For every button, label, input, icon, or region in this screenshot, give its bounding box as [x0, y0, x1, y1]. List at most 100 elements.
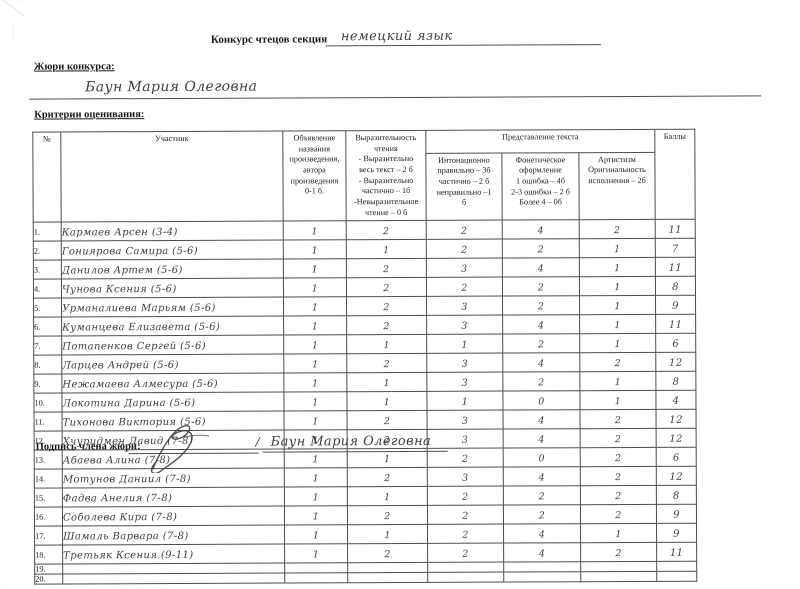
- signature-name-handwritten: Баун Мария Олеговна: [270, 433, 432, 450]
- artistry-score-cell: 2: [580, 504, 657, 524]
- total-points-cell: 4: [655, 390, 697, 410]
- total-points-cell: 11: [655, 257, 696, 277]
- expressiveness-score: 2: [383, 264, 390, 276]
- expressiveness-score-cell: 1: [346, 391, 428, 411]
- phonetics-score: 4: [538, 358, 545, 370]
- artistry-score-cell: 2: [580, 485, 657, 505]
- col-header-points: Баллы: [654, 129, 696, 220]
- total-points-cell: 9: [655, 295, 696, 315]
- phonetics-score: 2: [537, 282, 545, 294]
- row-number: 15.: [34, 488, 63, 508]
- artistry-score: 1: [614, 301, 621, 313]
- phonetics-score: 0: [538, 396, 545, 408]
- phonetics-score-cell: 2: [502, 333, 580, 354]
- phonetics-score-cell: 4: [503, 466, 581, 487]
- intonation-score: 3: [461, 434, 469, 446]
- announcement-score: 1: [311, 283, 319, 295]
- expressiveness-score-cell: [347, 562, 428, 573]
- total-points: 9: [673, 529, 680, 541]
- phonetics-score-cell: 4: [502, 257, 580, 278]
- phonetics-score: 4: [538, 415, 545, 427]
- signature: [150, 424, 210, 474]
- announcement-score: 1: [312, 454, 319, 466]
- total-points-cell: 9: [656, 504, 697, 524]
- participant-name-handwritten: Соболева Кира (7-8): [62, 512, 178, 524]
- artistry-score: 1: [614, 377, 622, 389]
- artistry-score: 1: [614, 282, 621, 294]
- jury-handwritten-value: Баун Мария Олеговна: [85, 78, 258, 96]
- participant-name-handwritten: Локотина Дарина (5-6): [62, 398, 196, 410]
- total-points-cell: 8: [655, 371, 696, 391]
- expressiveness-score-cell: 2: [347, 467, 428, 487]
- announcement-score: 1: [312, 492, 320, 504]
- participant-name-handwritten: Нежамаева Алмесура (5-6): [62, 379, 219, 391]
- announcement-score: 1: [311, 302, 319, 314]
- expressiveness-score: 1: [384, 530, 391, 542]
- participant-name-cell: Чунова Ксения (5-6): [61, 278, 284, 299]
- announcement-score-cell: [284, 572, 348, 584]
- phonetics-score-cell: 4: [502, 219, 580, 240]
- expressiveness-score-cell: 1: [347, 486, 428, 506]
- artistry-score: 1: [614, 320, 621, 332]
- artistry-score-cell: [580, 571, 657, 582]
- total-points: 12: [669, 358, 683, 370]
- col-header-announcement: Объявление названия произведения, автора…: [282, 130, 347, 222]
- row-number: 8.: [33, 355, 62, 375]
- intonation-score-cell: 3: [426, 372, 503, 392]
- intonation-score: 2: [461, 244, 468, 256]
- expressiveness-score: 1: [384, 492, 391, 504]
- participant-name-handwritten: Третьяк Ксения (9-11): [63, 550, 194, 562]
- artistry-score: 2: [615, 510, 622, 522]
- phonetics-score-cell: 4: [503, 428, 581, 449]
- announcement-score: 1: [311, 245, 319, 257]
- jury-label: Жюри конкурса:: [33, 61, 115, 73]
- artistry-score-cell: 1: [579, 390, 657, 410]
- artistry-score: 2: [613, 225, 621, 237]
- intonation-score-cell: 2: [426, 220, 503, 240]
- phonetics-score-cell: [503, 561, 581, 573]
- intonation-score-cell: 3: [427, 410, 504, 430]
- participant-name-cell: Гониярова Самира (5-6): [61, 240, 284, 261]
- announcement-score: 1: [311, 226, 318, 238]
- expressiveness-score-cell: 2: [347, 543, 428, 563]
- phonetics-score: 4: [537, 320, 545, 332]
- phonetics-score-cell: 2: [502, 295, 580, 316]
- total-points-cell: 12: [656, 466, 697, 486]
- announcement-score-cell: 1: [283, 353, 347, 374]
- expressiveness-score: 1: [383, 397, 391, 409]
- total-points-cell: 8: [656, 485, 697, 505]
- signature-slash: /: [255, 434, 261, 449]
- total-points: 6: [672, 453, 680, 465]
- phonetics-score: 4: [538, 529, 546, 541]
- artistry-score-cell: 1: [580, 523, 657, 543]
- participant-name-cell: Кармаев Арсен (3-4): [61, 221, 284, 242]
- page-title: Конкурс чтецов секция: [210, 33, 328, 46]
- phonetics-score-cell: 2: [502, 371, 580, 392]
- announcement-score-cell: 1: [283, 391, 348, 412]
- participant-name-handwritten: Мотунов Даниил (7-8): [62, 474, 192, 486]
- total-points-cell: [656, 571, 697, 582]
- intonation-score: 2: [462, 510, 469, 522]
- announcement-score-cell: 1: [283, 258, 347, 279]
- expressiveness-score: 2: [384, 511, 391, 523]
- total-points: 9: [672, 301, 679, 313]
- phonetics-score-cell: 2: [502, 276, 580, 297]
- total-points: 11: [669, 548, 684, 560]
- intonation-score: 2: [462, 548, 469, 560]
- total-points-cell: 11: [656, 542, 697, 562]
- intonation-score-cell: 2: [427, 486, 504, 506]
- criteria-label: Критерии оценивания:: [34, 109, 145, 121]
- artistry-score-cell: 2: [579, 352, 656, 372]
- expressiveness-score: 2: [383, 321, 390, 333]
- announcement-score: 1: [312, 378, 319, 390]
- phonetics-score: 4: [537, 263, 545, 275]
- total-points-cell: 6: [655, 333, 696, 353]
- phonetics-score-cell: 4: [502, 314, 580, 335]
- intonation-score: 3: [461, 301, 468, 313]
- total-points: 9: [673, 510, 680, 522]
- artistry-score-cell: [580, 561, 657, 572]
- participant-name-cell: Шамаль Варвара (7-8): [62, 525, 285, 546]
- participant-name-cell: Ларцев Андрей (5-6): [61, 354, 284, 375]
- intonation-score-cell: [427, 572, 504, 583]
- participant-name-handwritten: Фадва Анелия (7-8): [62, 493, 173, 505]
